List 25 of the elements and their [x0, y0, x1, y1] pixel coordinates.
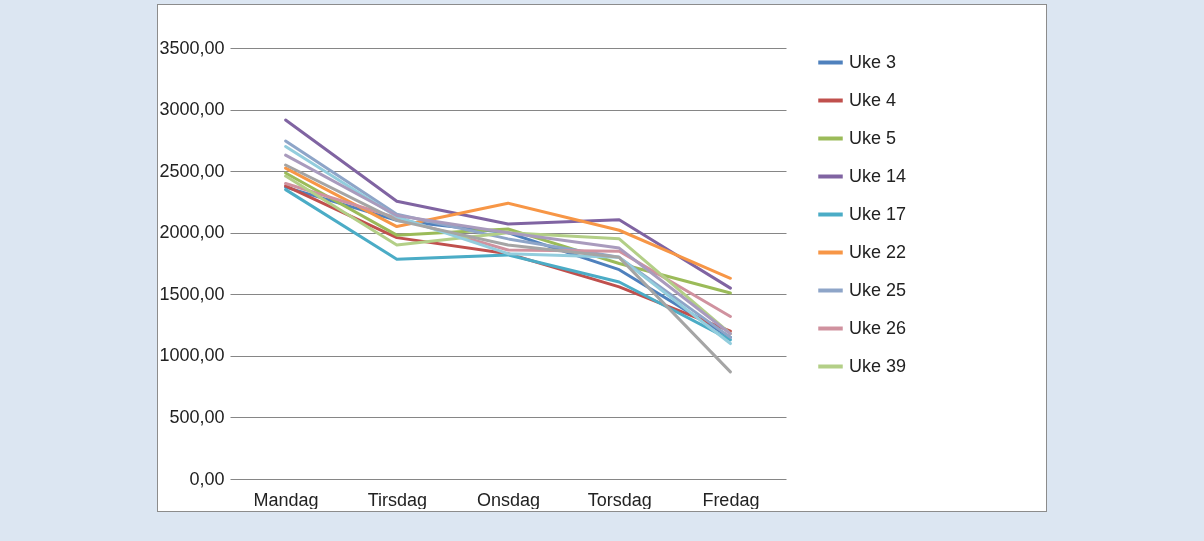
- legend-label: Uke 26: [849, 317, 907, 338]
- y-tick-label: 0,00: [189, 468, 225, 489]
- y-tick-label: 3500,00: [159, 37, 225, 58]
- y-tick-label: 2000,00: [159, 222, 225, 243]
- y-tick-label: 1500,00: [159, 283, 225, 304]
- legend-label: Uke 14: [849, 165, 907, 186]
- legend-label: Uke 25: [849, 279, 907, 300]
- y-tick-label: 1000,00: [159, 345, 225, 366]
- legend-label: Uke 17: [849, 203, 907, 224]
- line-series: [284, 163, 732, 374]
- legend-label: Uke 39: [849, 355, 907, 376]
- x-tick-label: Fredag: [702, 489, 760, 510]
- y-tick-label: 2500,00: [159, 160, 225, 181]
- x-tick-label: Onsdag: [476, 489, 541, 510]
- x-tick-label: Torsdag: [587, 489, 652, 510]
- line-series: [284, 166, 732, 280]
- legend-label: Uke 4: [849, 89, 897, 110]
- legend-label: Uke 3: [849, 51, 897, 72]
- legend-label: Uke 22: [849, 241, 907, 262]
- legend-label: Uke 5: [849, 127, 897, 148]
- line-series: [284, 118, 732, 290]
- y-tick-label: 500,00: [169, 406, 225, 427]
- y-tick-label: 3000,00: [159, 99, 225, 120]
- x-tick-label: Tirsdag: [367, 489, 427, 510]
- x-tick-label: Mandag: [253, 489, 319, 510]
